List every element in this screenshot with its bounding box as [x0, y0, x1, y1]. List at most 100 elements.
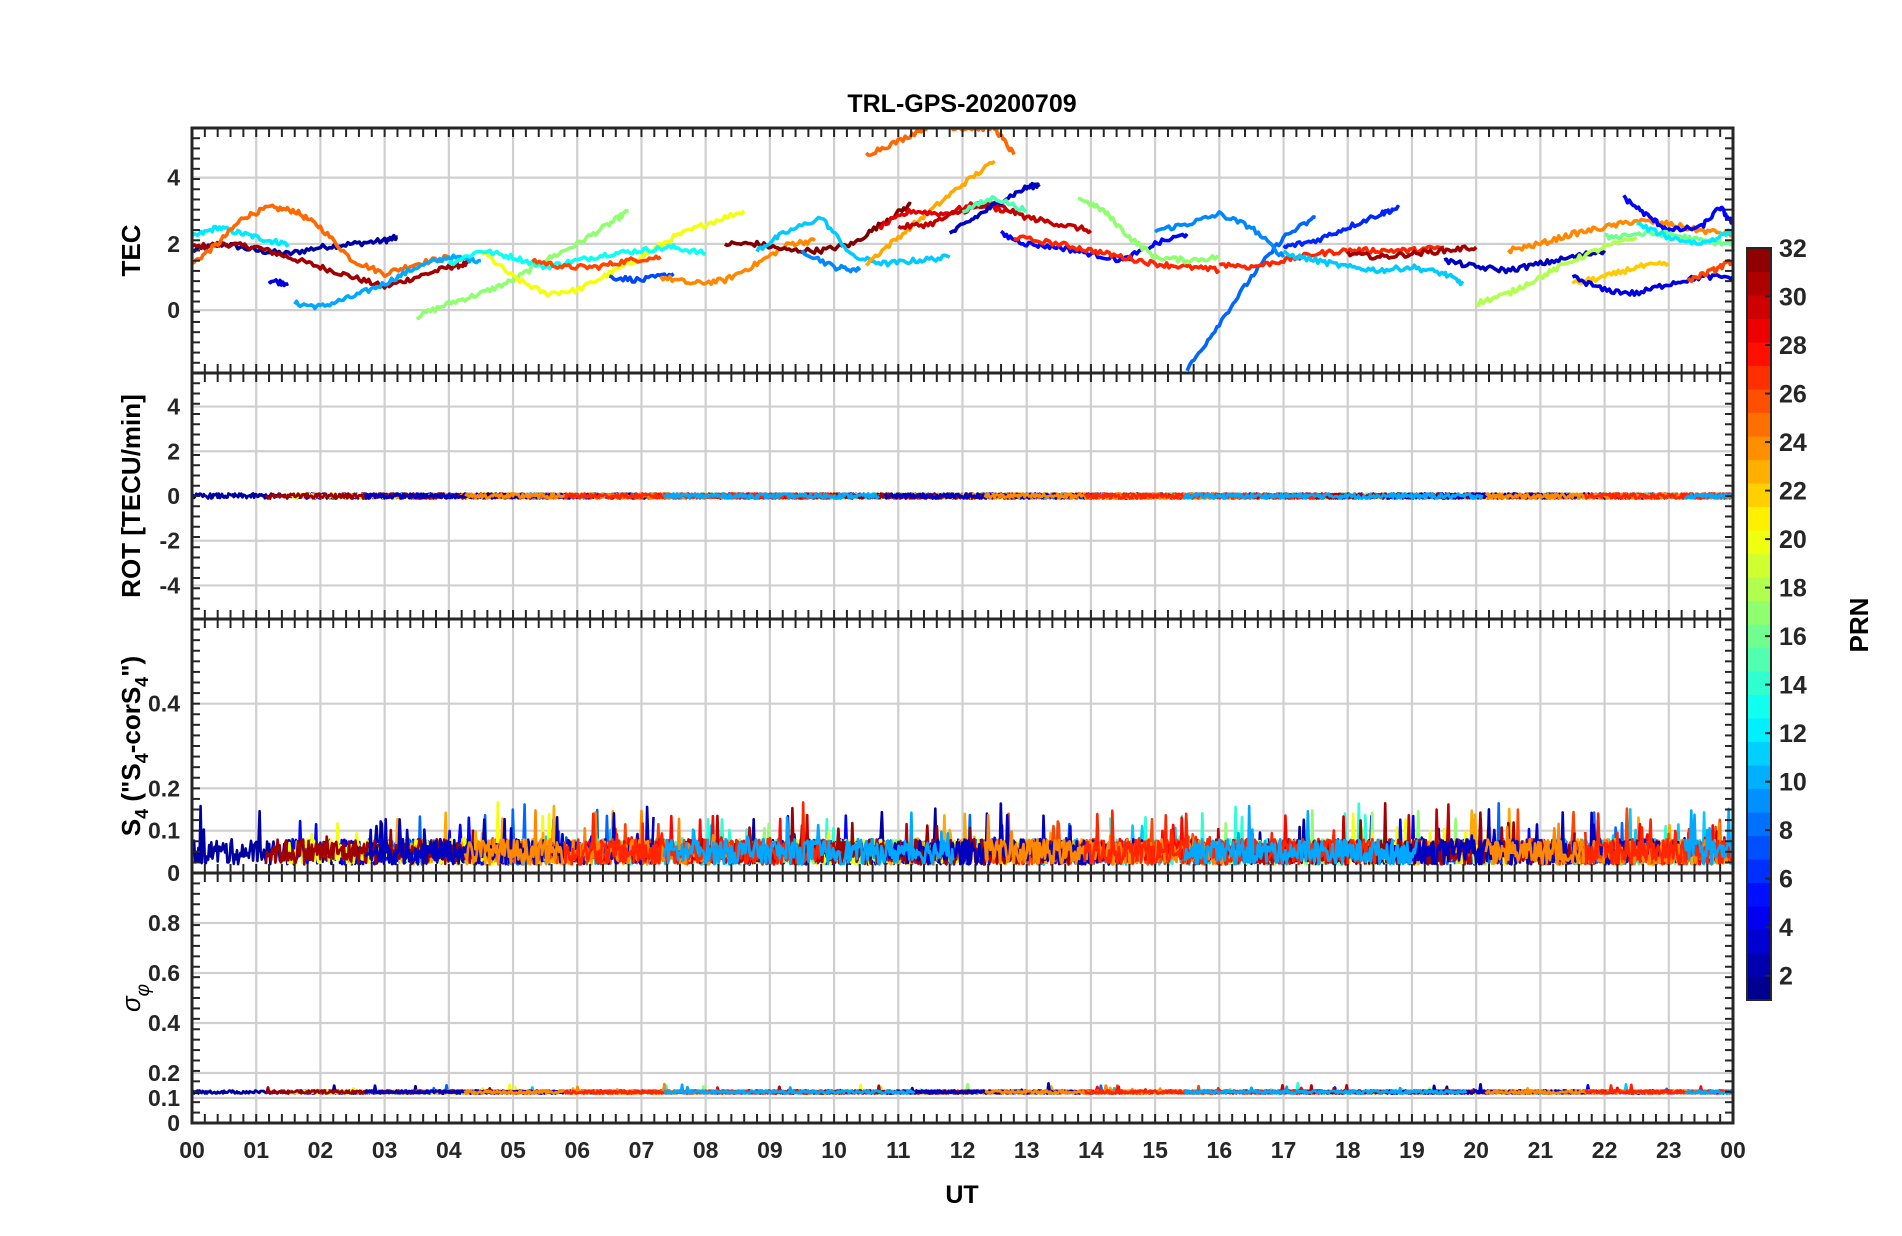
x-tick-label: 05: [500, 1137, 526, 1163]
y-tick-labels: 4 2 0: [167, 165, 180, 323]
chart-title: TRL-GPS-20200709: [847, 90, 1076, 118]
colorbar-step: [1747, 906, 1771, 931]
series-group: [192, 1082, 1733, 1095]
colorbar-tick-label: 6: [1779, 866, 1793, 894]
x-tick-label: 09: [757, 1137, 783, 1163]
series-line-prn-12: [1636, 221, 1733, 246]
y-axis-label: ROT [TECU/min]: [116, 394, 146, 598]
colorbar-step: [1747, 765, 1771, 790]
series-line-prn-27: [1584, 812, 1733, 866]
colorbar-tick-label: 2: [1779, 963, 1793, 991]
x-tick-label: 04: [436, 1137, 462, 1163]
series-line-prn-27: [1013, 234, 1221, 275]
series-line-prn-25: [864, 128, 1016, 157]
x-tick-label: 19: [1399, 1137, 1425, 1163]
colorbar-step: [1747, 295, 1771, 320]
x-axis-label: UT: [945, 1181, 978, 1209]
colorbar-step: [1747, 271, 1771, 296]
series-line-prn-10: [1684, 1089, 1733, 1095]
x-tick-label: 22: [1592, 1137, 1618, 1163]
colorbar-tick-label: 10: [1779, 769, 1807, 797]
colorbar-step: [1747, 600, 1771, 625]
y-axis-label-part: φ: [133, 984, 154, 996]
y-tick-label: 0.1: [148, 818, 180, 844]
y-tick-label: 0.4: [148, 1010, 180, 1036]
y-axis-label-part: "): [116, 656, 146, 677]
y-tick-label: 0: [167, 860, 180, 886]
colorbar-step: [1747, 882, 1771, 907]
x-tick-label: 01: [243, 1137, 269, 1163]
colorbar-step: [1747, 671, 1771, 696]
y-axis-label-part: -corS: [116, 687, 146, 753]
series-line-prn-31: [1346, 244, 1478, 261]
y-tick-labels: 0.4 0.2 0.1 0: [148, 691, 180, 886]
colorbar-tick-label: 32: [1779, 235, 1807, 263]
y-tick-label: -2: [160, 528, 180, 554]
series-line-prn-11: [755, 215, 951, 268]
y-axis-label: S4 ("S4-corS4"): [116, 656, 152, 836]
series-line-prn-11: [1282, 249, 1465, 287]
colorbar-step: [1747, 788, 1771, 813]
series-line-prn-10: [662, 492, 881, 500]
y-tick-labels: 4 2 0 -2 -4: [160, 394, 181, 599]
y-axis-label-part: 4: [132, 677, 152, 687]
series-group: [192, 492, 1733, 500]
x-tick-label: 07: [629, 1137, 655, 1163]
series-line-prn-7: [608, 272, 675, 284]
colorbar-tick-label: 26: [1779, 381, 1807, 409]
x-tick-label: 17: [1271, 1137, 1297, 1163]
colorbar-tick-label: 4: [1779, 914, 1793, 942]
series-line-prn-10: [1683, 492, 1733, 500]
series-line-prn-26: [531, 254, 662, 271]
grid: [192, 128, 1733, 373]
colorbar-step: [1747, 506, 1771, 531]
colorbar-step: [1747, 718, 1771, 743]
colorbar-tick-label: 24: [1779, 429, 1807, 457]
series-line-prn-15: [961, 195, 1027, 214]
y-tick-label: 0.6: [148, 960, 180, 986]
series-line-prn-24: [1506, 217, 1733, 255]
y-axis-label-part: S: [116, 819, 146, 836]
colorbar-tick-label: 30: [1779, 284, 1807, 312]
series-line-prn-9: [1154, 210, 1286, 258]
series-line-prn-10: [662, 811, 955, 866]
series-line-prn-3: [1385, 807, 1690, 866]
colorbar-label: PRN: [1844, 598, 1874, 653]
y-axis-label-part: ("S: [116, 763, 146, 809]
colorbar-tick-label: 16: [1779, 623, 1807, 651]
colorbar-step: [1747, 741, 1771, 766]
y-tick-labels: 0.8 0.6 0.4 0.20.10: [148, 910, 180, 1136]
y-axis-label-part: σ: [116, 995, 146, 1012]
series-line-prn-25: [192, 203, 450, 279]
series-line-prn-10: [1183, 1085, 1468, 1095]
colorbar-step: [1747, 577, 1771, 602]
colorbar-tick-label: 20: [1779, 526, 1807, 554]
y-axis-label: σφ: [116, 984, 154, 1012]
colorbar-step: [1747, 553, 1771, 578]
colorbar-step: [1747, 459, 1771, 484]
colorbar-tick-label: 22: [1779, 478, 1807, 506]
series-line-prn-9: [800, 249, 862, 274]
x-tick-label: 06: [564, 1137, 590, 1163]
y-tick-label: -4: [160, 572, 181, 598]
series-line-prn-10: [1683, 807, 1733, 866]
colorbar-step: [1747, 647, 1771, 672]
series-group: [192, 128, 1733, 372]
x-tick-label: 08: [693, 1137, 719, 1163]
colorbar-step: [1747, 318, 1771, 343]
series-line-prn-22: [1571, 260, 1670, 285]
y-axis-label: TEC: [116, 224, 146, 276]
colorbar-step: [1747, 694, 1771, 719]
series-line-prn-23: [864, 159, 996, 267]
x-tick-label: 14: [1078, 1137, 1104, 1163]
series-line-prn-10: [1182, 492, 1484, 500]
x-tick-label: 20: [1463, 1137, 1489, 1163]
colorbar-tick-label: 8: [1779, 817, 1793, 845]
colorbar-step: [1747, 530, 1771, 555]
x-tick-label: 13: [1014, 1137, 1040, 1163]
colorbar-frame: [1746, 247, 1772, 1001]
rot-panel: 4 2 0 -2 -4 ROT [TECU/min]: [116, 371, 1735, 621]
y-tick-label: 2: [167, 438, 180, 464]
colorbar-step: [1747, 412, 1771, 437]
